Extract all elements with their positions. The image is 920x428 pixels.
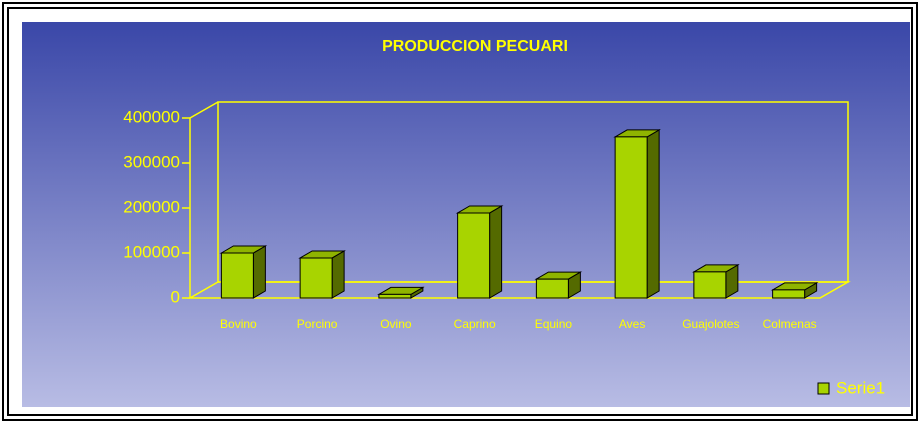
bar	[219, 245, 268, 299]
legend-swatch	[817, 382, 830, 395]
x-tick-label: Caprino	[454, 317, 496, 331]
bar-front	[457, 212, 491, 299]
bar-front	[535, 278, 569, 299]
x-tick-label: Colmenas	[763, 317, 817, 331]
wall-edge	[189, 101, 219, 119]
x-tick-label: Aves	[619, 317, 645, 331]
bar-side	[252, 245, 266, 299]
x-tick-label: Porcino	[297, 317, 338, 331]
bar-front	[378, 293, 412, 299]
x-tick-label: Ovino	[380, 317, 412, 331]
floor	[187, 281, 851, 299]
bar-side	[331, 250, 345, 299]
x-tick-label: Equino	[535, 317, 573, 331]
bar	[377, 286, 425, 299]
x-tick-label: Guajolotes	[682, 317, 739, 331]
bar	[613, 129, 661, 299]
bar-side	[489, 205, 503, 299]
legend-label: Serie1	[836, 378, 885, 397]
y-tick-label: 400000	[123, 107, 180, 126]
inner-frame	[7, 7, 913, 416]
bar-front	[299, 257, 333, 299]
bar-side	[646, 129, 660, 299]
bar	[770, 282, 819, 299]
bar	[455, 205, 504, 299]
bar-front	[693, 271, 727, 299]
bar	[298, 250, 346, 299]
y-tick-label: 300000	[123, 152, 180, 171]
bar-front	[614, 136, 648, 299]
outer-frame	[2, 2, 918, 421]
y-tick-label: 200000	[123, 197, 180, 216]
bar	[692, 264, 740, 299]
bar	[534, 271, 583, 299]
bar-front	[220, 252, 254, 299]
chart-title: PRODUCCION PECUARI	[382, 38, 568, 55]
y-tick-label: 100000	[123, 242, 180, 261]
x-tick-label: Bovino	[220, 317, 257, 331]
bar-front	[772, 289, 806, 299]
y-tick-label: 0	[171, 287, 180, 306]
